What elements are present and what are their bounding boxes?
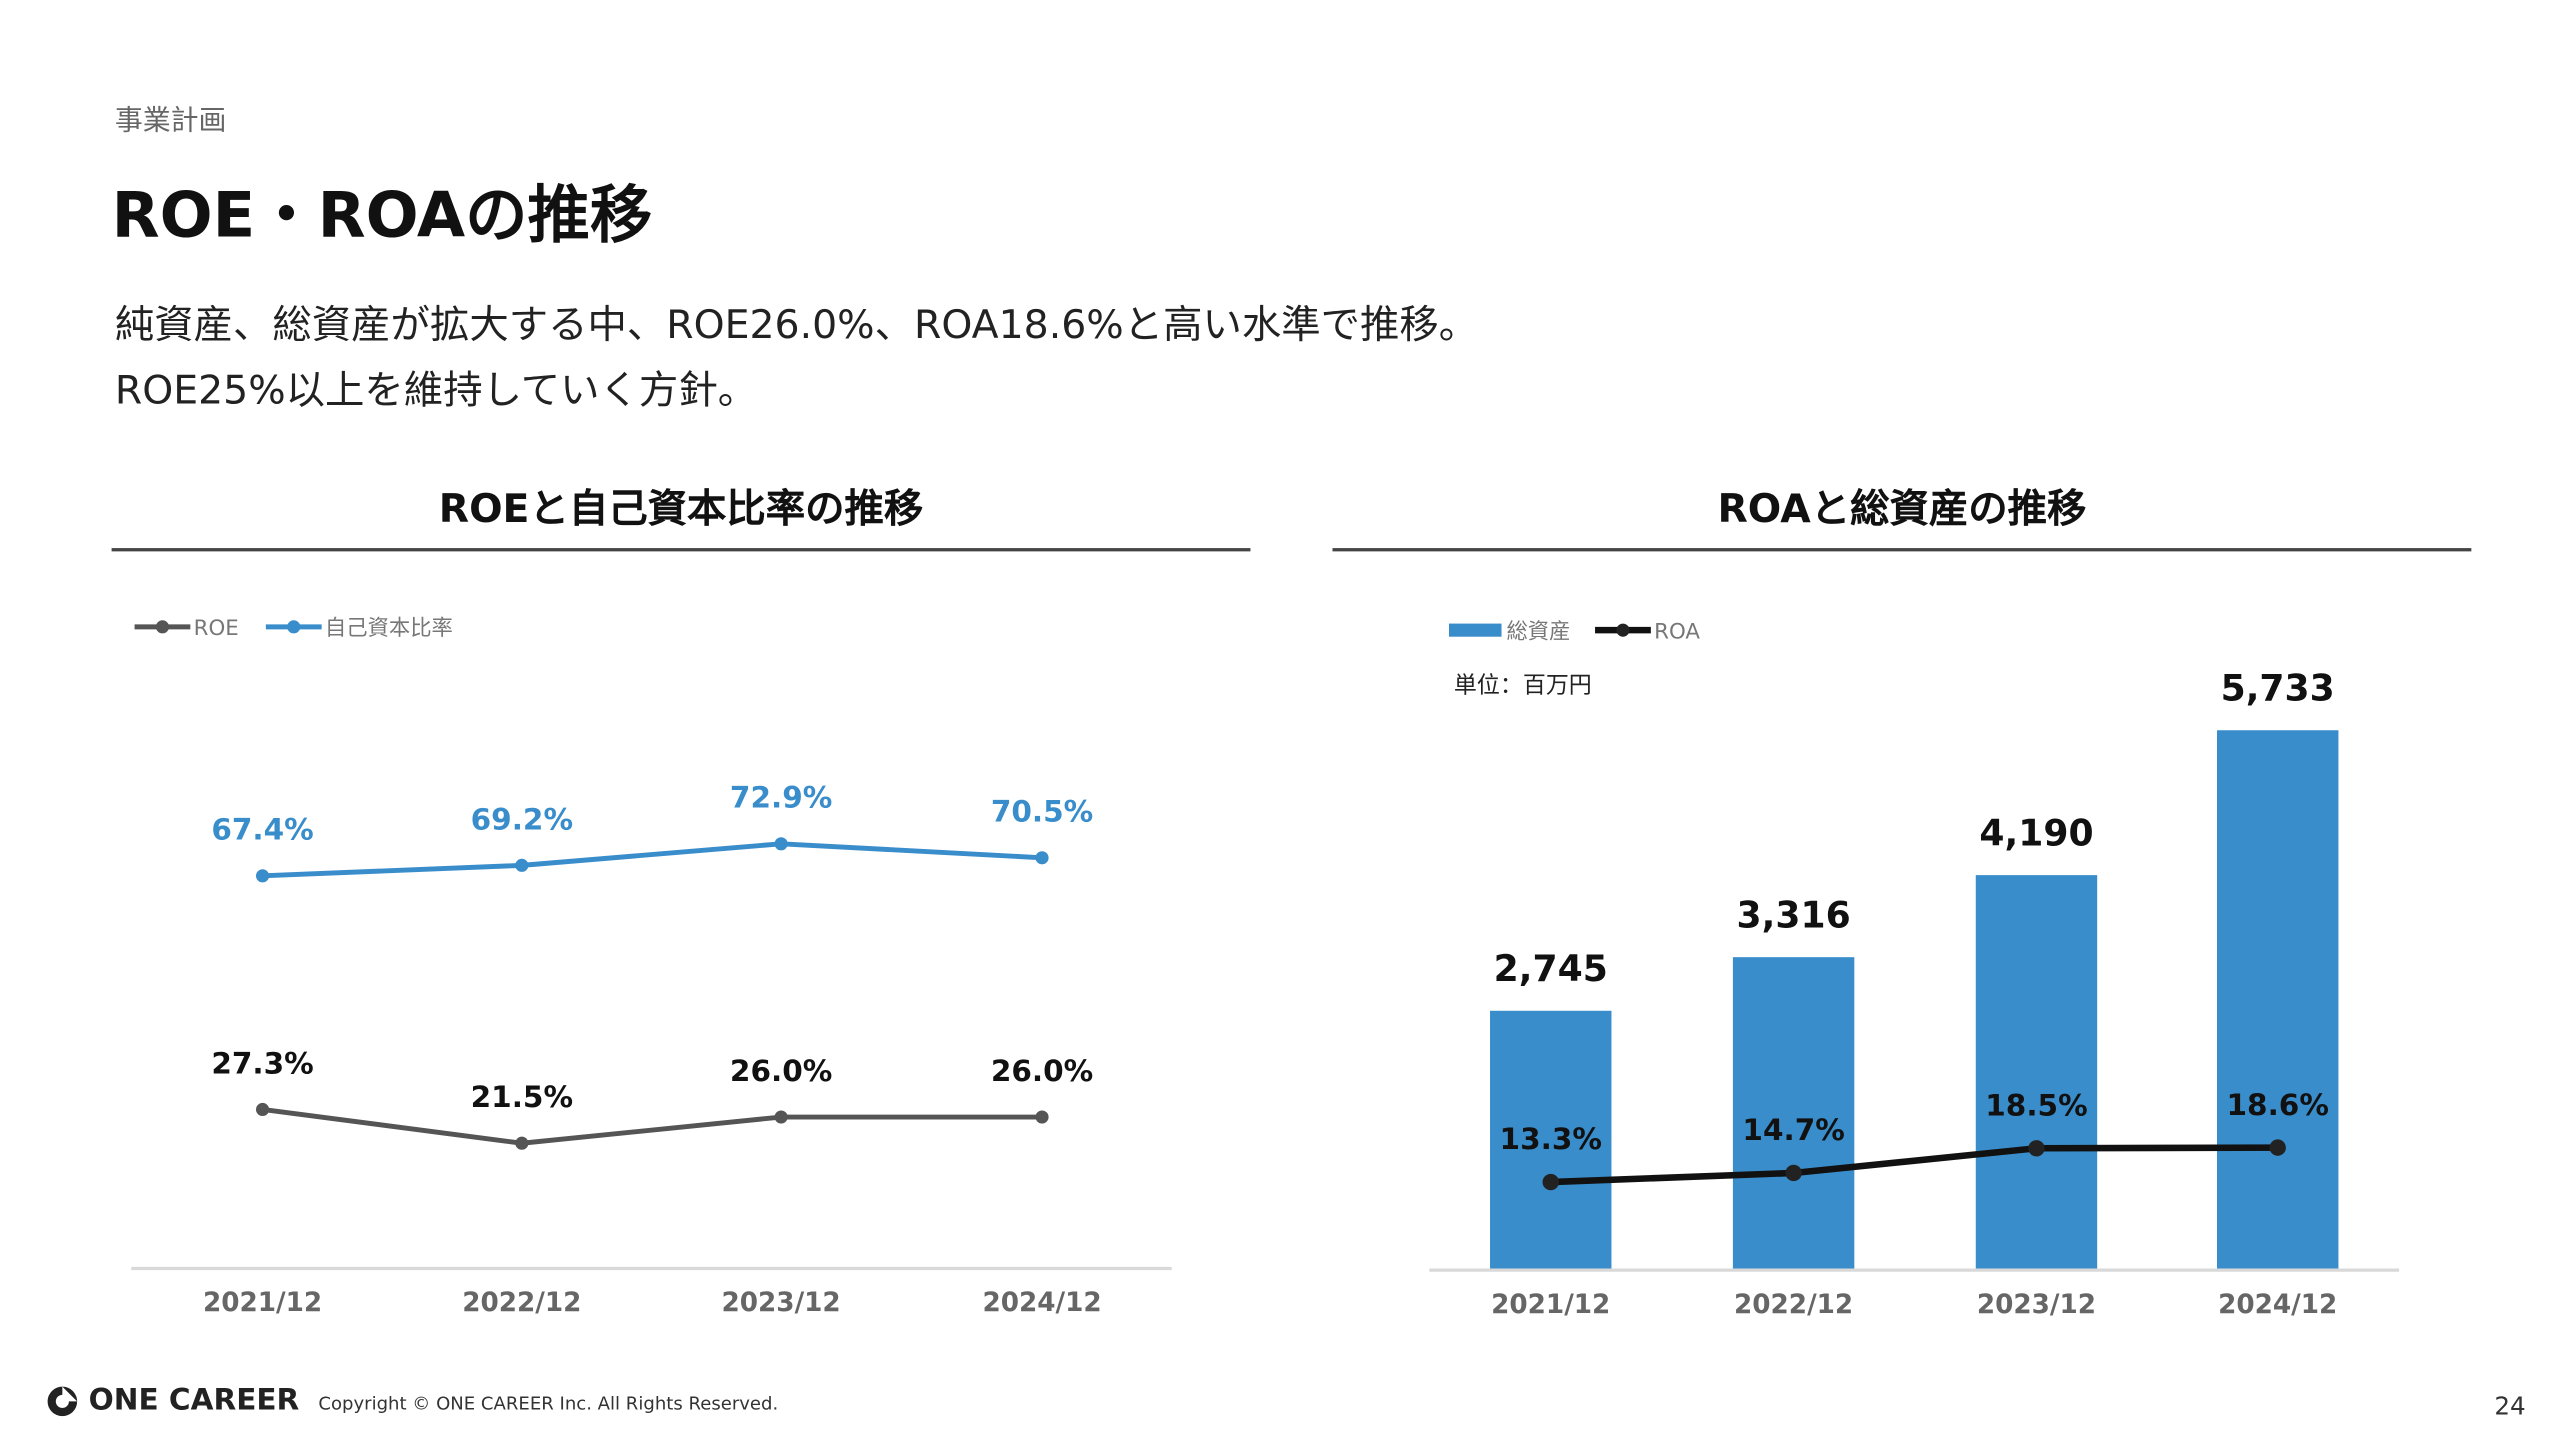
data-label: 26.0% <box>991 1054 1093 1088</box>
x-tick-label: 2022/12 <box>1734 1290 1853 1320</box>
bar <box>2216 730 2339 1269</box>
legend-marker <box>155 620 170 634</box>
x-tick-label: 2021/12 <box>203 1288 322 1318</box>
x-tick-label: 2024/12 <box>2218 1290 2337 1320</box>
bar-value-label: 3,316 <box>1737 894 1851 937</box>
roa-point <box>2269 1139 2286 1156</box>
bar-value-label: 2,745 <box>1494 947 1608 990</box>
data-point <box>255 869 270 883</box>
roa-label: 18.6% <box>2227 1088 2329 1122</box>
right-chart-title: ROAと総資産の推移 <box>1717 485 2087 532</box>
legend-marker <box>1616 623 1630 637</box>
series-line-0 <box>262 1107 1043 1146</box>
logo: ONE CAREER <box>46 1383 300 1418</box>
data-point <box>1035 1110 1049 1124</box>
roa-label: 14.7% <box>1742 1113 1844 1147</box>
data-label: 27.3% <box>211 1046 313 1080</box>
data-point <box>255 1102 270 1117</box>
section-label: 事業計画 <box>114 105 227 138</box>
data-label: 70.5% <box>991 795 1093 829</box>
unit-label: 単位：百万円 <box>1453 672 1592 700</box>
right-divider <box>1332 548 2472 552</box>
x-tick-label: 2024/12 <box>982 1288 1101 1318</box>
x-tick-label: 2023/12 <box>722 1288 841 1318</box>
data-label: 26.0% <box>730 1054 832 1088</box>
bar <box>1732 957 1855 1269</box>
bar <box>1490 1010 1612 1269</box>
legend-swatch-bar <box>1449 623 1502 637</box>
roa-point <box>2028 1140 2045 1157</box>
data-label: 21.5% <box>471 1080 573 1114</box>
x-tick-label: 2023/12 <box>1977 1290 2096 1320</box>
data-label: 72.9% <box>730 781 832 815</box>
data-label: 69.2% <box>471 802 573 836</box>
bar <box>1975 875 2098 1269</box>
legend-label: ROA <box>1654 619 1700 644</box>
bar-value-label: 4,190 <box>1979 812 2093 855</box>
roa-label: 18.5% <box>1985 1088 2087 1122</box>
roa-point <box>1542 1173 1559 1191</box>
data-point <box>515 1136 529 1150</box>
page-number: 24 <box>2494 1391 2526 1422</box>
logo-text: ONE CAREER <box>88 1383 300 1418</box>
legend-label: 総資産 <box>1506 619 1570 644</box>
page-title: ROE・ROAの推移 <box>111 178 653 252</box>
lead-line-1: 純資産、総資産が拡大する中、ROE26.0%、ROA18.6%と高い水準で推移。 <box>114 301 1479 348</box>
legend-label: ROE <box>194 616 239 641</box>
legend-marker <box>287 620 301 634</box>
roa-line <box>1550 1144 2278 1186</box>
data-point <box>774 1110 788 1124</box>
lead-line-2: ROE25%以上を維持していく方針。 <box>114 367 758 414</box>
data-point <box>1035 851 1049 865</box>
series-line-1 <box>262 841 1043 879</box>
bar-value-label: 5,733 <box>2221 667 2335 710</box>
roa-point <box>1785 1164 1802 1182</box>
data-point <box>515 858 529 872</box>
x-tick-label: 2022/12 <box>462 1288 581 1318</box>
lead-text: 純資産、総資産が拡大する中、ROE26.0%、ROA18.6%と高い水準で推移。… <box>115 292 1478 423</box>
data-point <box>774 837 788 851</box>
copyright: Copyright © ONE CAREER Inc. All Rights R… <box>318 1393 779 1415</box>
x-tick-label: 2021/12 <box>1491 1290 1610 1320</box>
logo-icon <box>47 1385 78 1416</box>
data-label: 67.4% <box>211 813 313 847</box>
left-divider <box>111 548 1251 552</box>
legend-label: 自己資本比率 <box>325 616 453 641</box>
left-chart-title: ROEと自己資本比率の推移 <box>438 485 924 532</box>
roa-label: 13.3% <box>1500 1122 1602 1156</box>
